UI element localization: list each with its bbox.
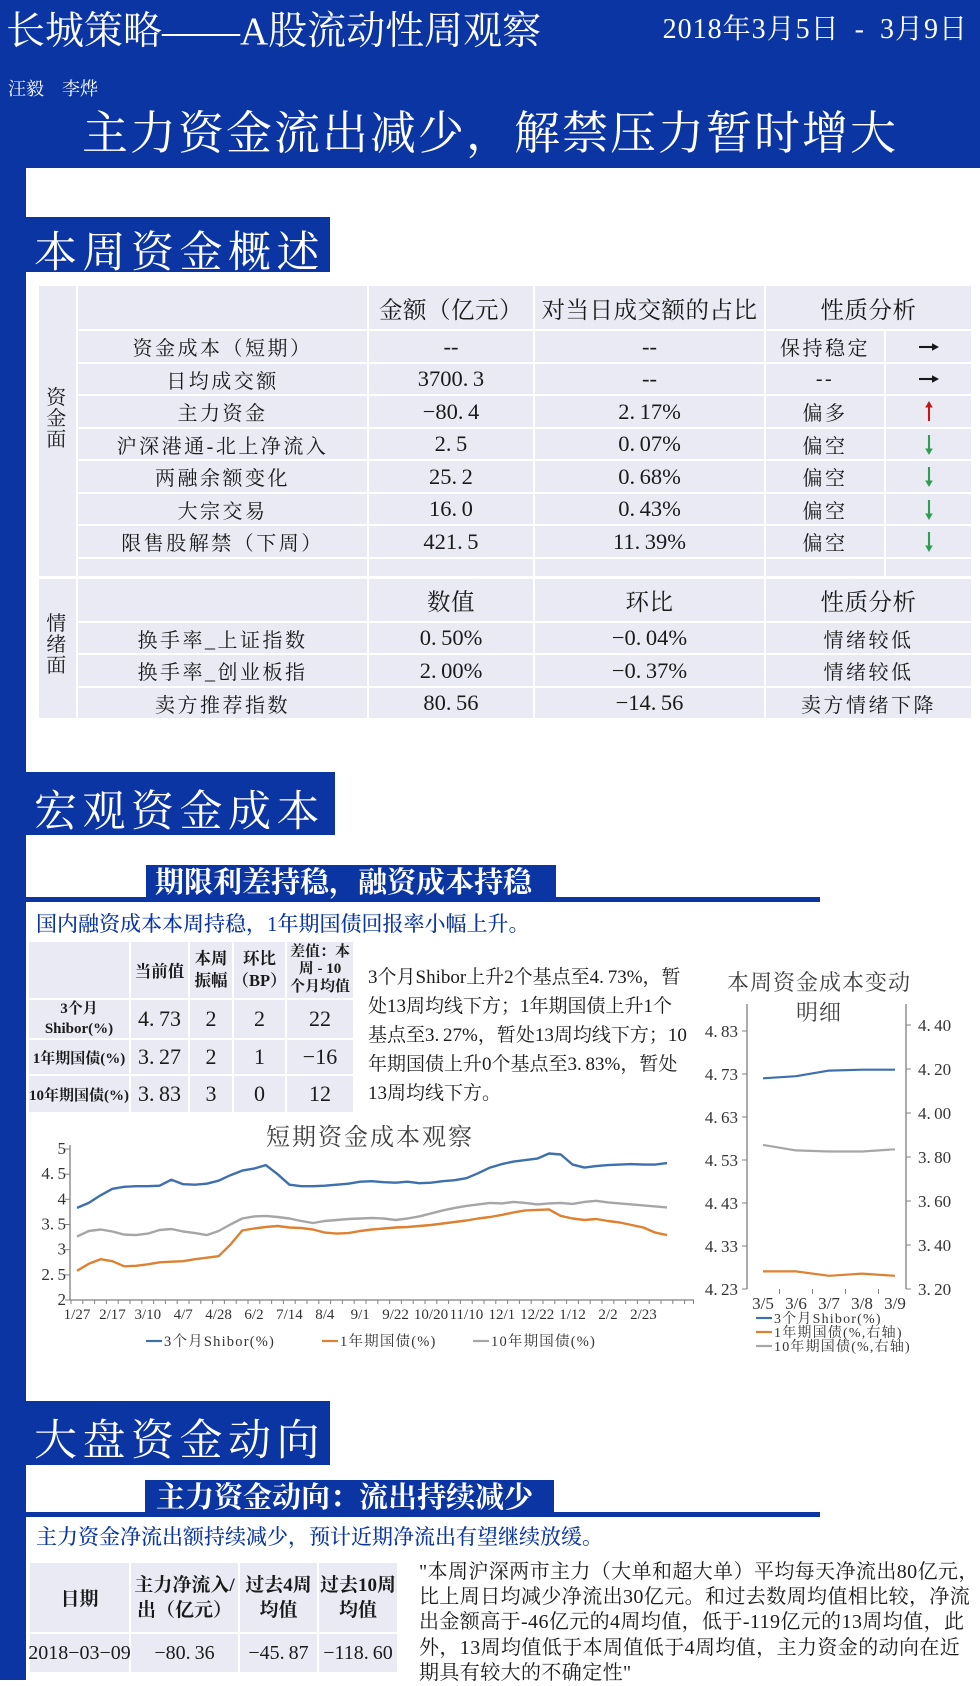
svg-text:8/4: 8/4 xyxy=(315,1307,335,1323)
svg-text:1年期国债(%,右轴): 1年期国债(%,右轴) xyxy=(774,1324,903,1341)
svg-text:3个月Shibor(%): 3个月Shibor(%) xyxy=(164,1333,275,1350)
svg-text:12/22: 12/22 xyxy=(520,1307,554,1323)
svg-text:9/1: 9/1 xyxy=(351,1307,370,1323)
svg-text:2/23: 2/23 xyxy=(630,1307,657,1323)
svg-text:10/20: 10/20 xyxy=(414,1307,448,1323)
svg-text:4. 23: 4. 23 xyxy=(705,1280,738,1299)
svg-text:3. 40: 3. 40 xyxy=(918,1236,951,1255)
svg-text:本周资金成本变动: 本周资金成本变动 xyxy=(727,970,911,995)
svg-text:4: 4 xyxy=(58,1189,67,1208)
svg-text:10年期国债(%,右轴): 10年期国债(%,右轴) xyxy=(774,1338,911,1355)
svg-text:4. 33: 4. 33 xyxy=(705,1237,738,1256)
svg-text:2: 2 xyxy=(58,1290,67,1309)
svg-text:5: 5 xyxy=(58,1139,67,1158)
svg-text:3/5: 3/5 xyxy=(752,1294,774,1313)
svg-text:短期资金成本观察: 短期资金成本观察 xyxy=(266,1124,474,1151)
svg-text:1/27: 1/27 xyxy=(64,1307,91,1323)
svg-text:3个月Shibor(%): 3个月Shibor(%) xyxy=(774,1311,882,1327)
svg-text:3. 80: 3. 80 xyxy=(918,1148,951,1167)
svg-text:4. 20: 4. 20 xyxy=(918,1060,951,1079)
svg-text:3. 5: 3. 5 xyxy=(41,1215,66,1234)
svg-text:3/10: 3/10 xyxy=(134,1307,161,1323)
svg-text:11/10: 11/10 xyxy=(450,1307,484,1323)
svg-text:4. 43: 4. 43 xyxy=(705,1194,738,1213)
svg-text:4. 83: 4. 83 xyxy=(705,1022,738,1041)
svg-text:12/1: 12/1 xyxy=(488,1307,515,1323)
svg-text:1/12: 1/12 xyxy=(559,1307,586,1323)
svg-text:2/17: 2/17 xyxy=(99,1307,126,1323)
svg-text:3/6: 3/6 xyxy=(785,1294,807,1313)
svg-text:3. 60: 3. 60 xyxy=(918,1192,951,1211)
svg-text:明细: 明细 xyxy=(796,1000,842,1025)
svg-text:3/8: 3/8 xyxy=(851,1294,873,1313)
svg-text:3/9: 3/9 xyxy=(884,1294,906,1313)
svg-text:4. 53: 4. 53 xyxy=(705,1151,738,1170)
svg-text:4. 63: 4. 63 xyxy=(705,1108,738,1127)
svg-text:4. 5: 4. 5 xyxy=(41,1164,66,1183)
svg-text:4. 00: 4. 00 xyxy=(918,1104,951,1123)
svg-text:1年期国债(%): 1年期国债(%) xyxy=(340,1332,437,1350)
svg-text:3: 3 xyxy=(58,1240,67,1259)
svg-text:3. 20: 3. 20 xyxy=(918,1280,951,1299)
svg-text:6/2: 6/2 xyxy=(244,1307,263,1323)
svg-text:7/14: 7/14 xyxy=(276,1307,303,1323)
svg-text:4. 40: 4. 40 xyxy=(918,1016,951,1035)
svg-text:3/7: 3/7 xyxy=(818,1294,840,1313)
svg-text:4/28: 4/28 xyxy=(205,1307,232,1323)
svg-text:9/22: 9/22 xyxy=(382,1307,409,1323)
svg-text:4/7: 4/7 xyxy=(174,1307,194,1323)
svg-text:2. 5: 2. 5 xyxy=(41,1265,66,1284)
svg-text:10年期国债(%): 10年期国债(%) xyxy=(491,1332,596,1350)
svg-text:2/2: 2/2 xyxy=(598,1307,617,1323)
svg-text:4. 73: 4. 73 xyxy=(705,1065,738,1084)
